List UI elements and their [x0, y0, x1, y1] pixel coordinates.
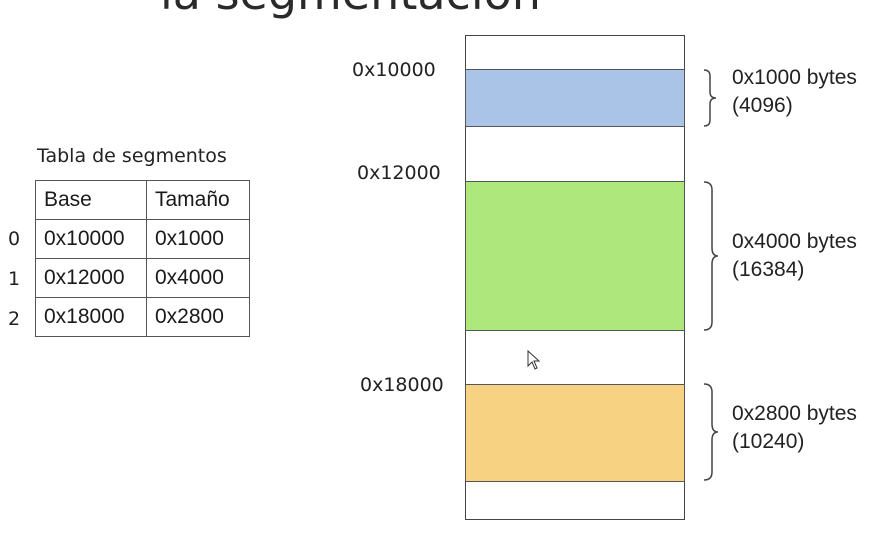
segment-size-label: 0x1000 bytes (4096) [732, 64, 857, 120]
cell-size: 0x1000 [146, 219, 250, 259]
segment-table: Base Tamaño 0x10000 0x1000 0x12000 0x400… [35, 180, 250, 337]
size-hex: 0x1000 bytes [732, 66, 857, 89]
memory-segment-0 [465, 69, 685, 127]
row-index: 0 [8, 228, 21, 250]
table-row: 0x10000 0x1000 [35, 219, 250, 259]
memory-segment-2 [465, 384, 685, 482]
row-index: 1 [8, 268, 21, 290]
segment-size-label: 0x4000 bytes (16384) [732, 228, 857, 284]
row-index: 2 [8, 308, 21, 330]
cell-base: 0x18000 [35, 297, 147, 337]
segment-address: 0x18000 [360, 374, 444, 396]
memory-segment-1 [465, 181, 685, 331]
size-hex: 0x4000 bytes [732, 230, 857, 253]
brace-icon [703, 181, 719, 331]
size-dec: (10240) [732, 430, 805, 453]
table-header-row: Base Tamaño [35, 180, 250, 220]
table-row: 0x12000 0x4000 [35, 258, 250, 298]
size-dec: (4096) [732, 94, 793, 117]
size-dec: (16384) [732, 258, 805, 281]
memory-column [465, 35, 685, 520]
table-caption: Tabla de segmentos [37, 145, 227, 167]
cell-base: 0x10000 [35, 219, 147, 259]
cell-size: 0x4000 [146, 258, 250, 298]
cell-size: 0x2800 [146, 297, 250, 337]
segment-address: 0x12000 [357, 162, 441, 184]
segment-size-label: 0x2800 bytes (10240) [732, 400, 857, 456]
size-hex: 0x2800 bytes [732, 402, 857, 425]
table-row: 0x18000 0x2800 [35, 297, 250, 337]
mouse-cursor-icon [527, 350, 541, 370]
segment-address: 0x10000 [352, 59, 436, 81]
brace-icon [703, 383, 719, 481]
header-size: Tamaño [146, 180, 250, 220]
brace-icon [703, 69, 717, 127]
cell-base: 0x12000 [35, 258, 147, 298]
slide-title: la segmentación [160, 0, 541, 20]
header-base: Base [35, 180, 147, 220]
